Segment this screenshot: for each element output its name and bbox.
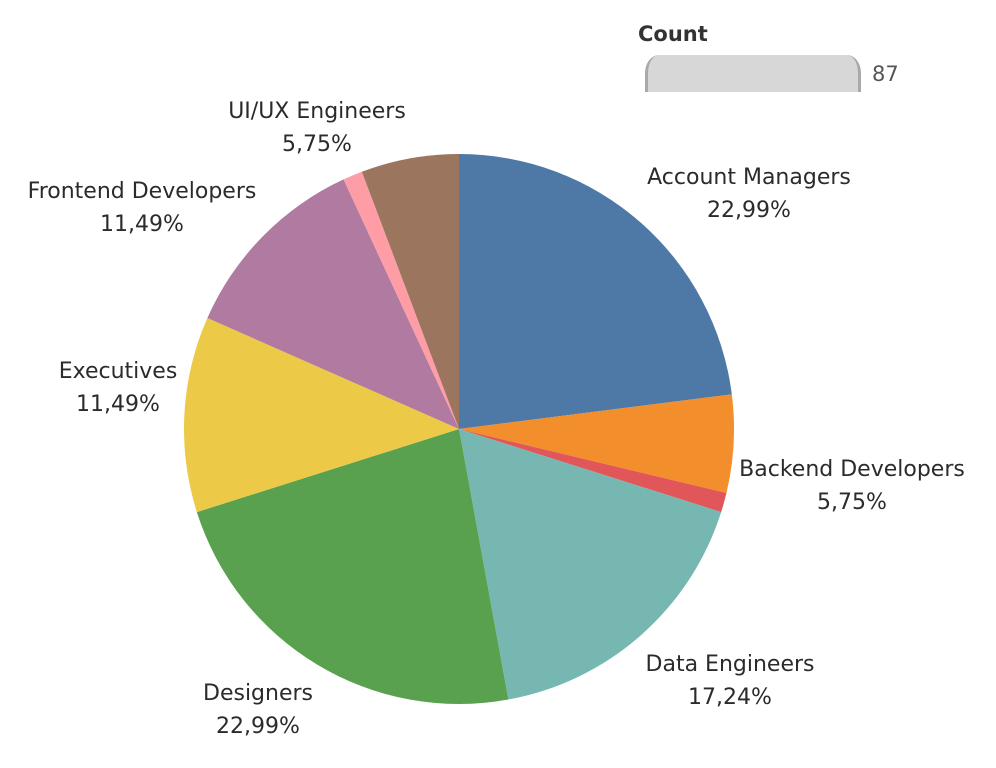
slice-percent-label: 11,49%	[100, 212, 184, 237]
slice-name-label: Account Managers	[647, 165, 851, 190]
slice-percent-label: 5,75%	[282, 132, 352, 157]
slice-percent-label: 17,24%	[688, 685, 772, 710]
slice-percent-label: 11,49%	[76, 392, 160, 417]
pie-labels: Account Managers 22,99% Backend Developers…	[28, 99, 965, 739]
pie-slices	[183, 154, 735, 705]
slice-name-label: Executives	[59, 359, 178, 384]
pie-slice-data-engineers[interactable]	[459, 429, 722, 700]
legend-title: Count	[638, 22, 708, 46]
slice-name-label: Designers	[203, 681, 313, 706]
slice-percent-label: 22,99%	[707, 198, 791, 223]
slice-name-label: Backend Developers	[739, 457, 965, 482]
legend-size-bar	[645, 55, 861, 92]
pie-slice-executives[interactable]	[183, 318, 460, 513]
pie-slice-ui-ux-engineers[interactable]	[361, 154, 459, 429]
slice-percent-label: 22,99%	[216, 714, 300, 739]
pie-slice-unlabeled-7[interactable]	[343, 171, 459, 430]
pie-slice-designers[interactable]	[196, 429, 509, 705]
pie-slice-account-managers[interactable]	[459, 154, 732, 429]
pie-slice-backend-developers[interactable]	[459, 394, 735, 493]
pie-slice-frontend-developers[interactable]	[207, 179, 459, 429]
slice-percent-label: 5,75%	[817, 490, 887, 515]
legend-count-value: 87	[872, 62, 899, 86]
slice-name-label: Data Engineers	[646, 652, 815, 677]
slice-name-label: Frontend Developers	[28, 179, 257, 204]
pie-slice-unlabeled-2[interactable]	[459, 429, 727, 513]
slice-name-label: UI/UX Engineers	[228, 99, 406, 124]
